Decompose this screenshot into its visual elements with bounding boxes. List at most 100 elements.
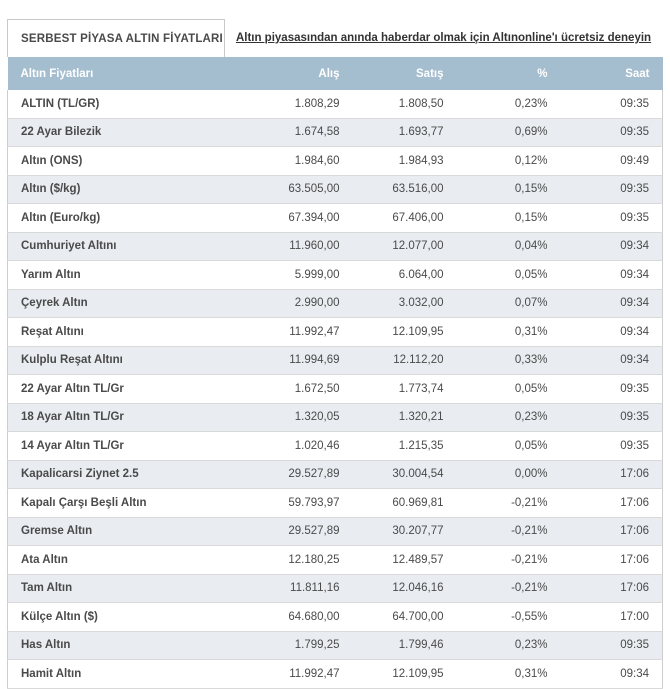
table-row[interactable]: Ata Altın 12.180,25 12.489,57 -0,21% 17:… xyxy=(7,545,663,575)
sell-price: 6.064,00 xyxy=(352,260,457,290)
update-time: 09:34 xyxy=(560,659,663,689)
table-row[interactable]: Kapalicarsi Ziynet 2.5 29.527,89 30.004,… xyxy=(7,460,663,489)
table-row[interactable]: Tam Altın 11.811,16 12.046,16 -0,21% 17:… xyxy=(7,574,663,603)
update-time: 09:35 xyxy=(560,431,663,461)
buy-price: 64.680,00 xyxy=(252,602,353,632)
instrument-label: Altın (Euro/kg) xyxy=(7,203,253,233)
update-time: 09:35 xyxy=(560,374,663,404)
table-row[interactable]: 14 Ayar Altın TL/Gr 1.020,46 1.215,35 0,… xyxy=(7,431,663,461)
buy-price: 11.811,16 xyxy=(252,574,353,603)
buy-price: 1.672,50 xyxy=(252,374,353,404)
instrument-label: Has Altın xyxy=(7,631,253,660)
change-percent: 0,23% xyxy=(456,631,561,660)
change-percent: 0,31% xyxy=(456,659,561,689)
table-row[interactable]: ALTIN (TL/GR) 1.808,29 1.808,50 0,23% 09… xyxy=(7,90,663,119)
buy-price: 63.505,00 xyxy=(252,175,353,204)
change-percent: 0,15% xyxy=(456,203,561,233)
sell-price: 63.516,00 xyxy=(352,175,457,204)
update-time: 09:35 xyxy=(560,175,663,204)
table-row[interactable]: Altın (ONS) 1.984,60 1.984,93 0,12% 09:4… xyxy=(7,146,663,176)
table-body: ALTIN (TL/GR) 1.808,29 1.808,50 0,23% 09… xyxy=(7,90,663,689)
buy-price: 12.180,25 xyxy=(252,545,353,575)
table-row[interactable]: Kapalı Çarşı Beşli Altın 59.793,97 60.96… xyxy=(7,488,663,518)
change-percent: 0,15% xyxy=(456,175,561,204)
table-row[interactable]: Çeyrek Altın 2.990,00 3.032,00 0,07% 09:… xyxy=(7,289,663,318)
table-row[interactable]: 22 Ayar Bilezik 1.674,58 1.693,77 0,69% … xyxy=(7,118,663,147)
sell-price: 30.207,77 xyxy=(352,517,457,546)
change-percent: 0,31% xyxy=(456,317,561,347)
update-time: 17:06 xyxy=(560,517,663,546)
update-time: 09:34 xyxy=(560,317,663,347)
update-time: 17:06 xyxy=(560,488,663,518)
change-percent: 0,12% xyxy=(456,146,561,176)
instrument-label: 14 Ayar Altın TL/Gr xyxy=(7,431,253,461)
sell-price: 1.215,35 xyxy=(352,431,457,461)
promo-area: Altın piyasasından anında haberdar olmak… xyxy=(225,19,662,57)
instrument-label: Kulplu Reşat Altını xyxy=(7,346,253,375)
buy-price: 11.994,69 xyxy=(252,346,353,375)
table-row[interactable]: Külçe Altın ($) 64.680,00 64.700,00 -0,5… xyxy=(7,602,663,632)
sell-price: 1.984,93 xyxy=(352,146,457,176)
change-percent: -0,55% xyxy=(456,602,561,632)
change-percent: 0,04% xyxy=(456,232,561,261)
update-time: 09:49 xyxy=(560,146,663,176)
table-row[interactable]: 18 Ayar Altın TL/Gr 1.320,05 1.320,21 0,… xyxy=(7,403,663,432)
instrument-label: Altın ($/kg) xyxy=(7,175,253,204)
update-time: 17:00 xyxy=(560,602,663,632)
change-percent: 0,00% xyxy=(456,460,561,489)
table-row[interactable]: 22 Ayar Altın TL/Gr 1.672,50 1.773,74 0,… xyxy=(7,374,663,404)
update-time: 17:06 xyxy=(560,545,663,575)
buy-price: 1.020,46 xyxy=(252,431,353,461)
update-time: 09:34 xyxy=(560,260,663,290)
change-percent: -0,21% xyxy=(456,488,561,518)
buy-price: 1.799,25 xyxy=(252,631,353,660)
change-percent: 0,07% xyxy=(456,289,561,318)
table-row[interactable]: Altın (Euro/kg) 67.394,00 67.406,00 0,15… xyxy=(7,203,663,233)
altinonline-promo-link[interactable]: Altın piyasasından anında haberdar olmak… xyxy=(235,32,652,44)
buy-price: 5.999,00 xyxy=(252,260,353,290)
sell-price: 1.799,46 xyxy=(352,631,457,660)
sell-price: 12.109,95 xyxy=(352,659,457,689)
buy-price: 67.394,00 xyxy=(252,203,353,233)
instrument-label: Reşat Altını xyxy=(7,317,253,347)
buy-price: 11.960,00 xyxy=(252,232,353,261)
table-row[interactable]: Cumhuriyet Altını 11.960,00 12.077,00 0,… xyxy=(7,232,663,261)
update-time: 09:34 xyxy=(560,232,663,261)
instrument-label: Kapalı Çarşı Beşli Altın xyxy=(7,488,253,518)
table-row[interactable]: Kulplu Reşat Altını 11.994,69 12.112,20 … xyxy=(7,346,663,375)
change-percent: -0,21% xyxy=(456,545,561,575)
update-time: 09:35 xyxy=(560,631,663,660)
table-row[interactable]: Has Altın 1.799,25 1.799,46 0,23% 09:35 xyxy=(7,631,663,660)
update-time: 09:34 xyxy=(560,289,663,318)
table-row[interactable]: Altın ($/kg) 63.505,00 63.516,00 0,15% 0… xyxy=(7,175,663,204)
buy-price: 59.793,97 xyxy=(252,488,353,518)
buy-price: 11.992,47 xyxy=(252,659,353,689)
update-time: 09:35 xyxy=(560,90,663,119)
instrument-label: 22 Ayar Altın TL/Gr xyxy=(7,374,253,404)
buy-price: 1.984,60 xyxy=(252,146,353,176)
change-percent: 0,23% xyxy=(456,403,561,432)
buy-price: 1.808,29 xyxy=(252,90,353,119)
instrument-label: 18 Ayar Altın TL/Gr xyxy=(7,403,253,432)
sell-price: 67.406,00 xyxy=(352,203,457,233)
change-percent: 0,69% xyxy=(456,118,561,147)
instrument-label: Yarım Altın xyxy=(7,260,253,290)
sell-price: 1.773,74 xyxy=(352,374,457,404)
buy-price: 11.992,47 xyxy=(252,317,353,347)
column-header-saat: Saat xyxy=(560,57,663,90)
instrument-label: Altın (ONS) xyxy=(7,146,253,176)
table-row[interactable]: Hamit Altın 11.992,47 12.109,95 0,31% 09… xyxy=(7,659,663,689)
gold-prices-widget: SERBEST PİYASA ALTIN FİYATLARI Altın piy… xyxy=(7,19,663,689)
table-row[interactable]: Reşat Altını 11.992,47 12.109,95 0,31% 0… xyxy=(7,317,663,347)
buy-price: 2.990,00 xyxy=(252,289,353,318)
table-row[interactable]: Gremse Altın 29.527,89 30.207,77 -0,21% … xyxy=(7,517,663,546)
column-header-percent: % xyxy=(456,57,561,90)
update-time: 09:34 xyxy=(560,346,663,375)
column-header-alis: Alış xyxy=(252,57,353,90)
instrument-label: Külçe Altın ($) xyxy=(7,602,253,632)
table-row[interactable]: Yarım Altın 5.999,00 6.064,00 0,05% 09:3… xyxy=(7,260,663,290)
tab-serbest-piyasa-altin-fiyatlari[interactable]: SERBEST PİYASA ALTIN FİYATLARI xyxy=(7,19,225,57)
sell-price: 12.046,16 xyxy=(352,574,457,603)
sell-price: 1.808,50 xyxy=(352,90,457,119)
sell-price: 1.320,21 xyxy=(352,403,457,432)
